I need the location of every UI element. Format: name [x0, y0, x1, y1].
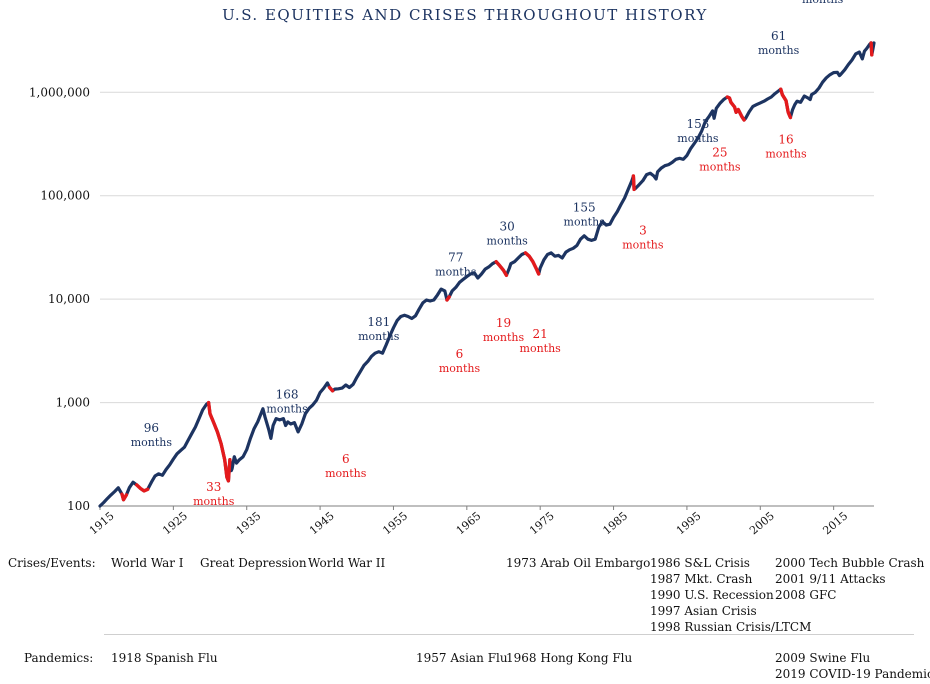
event-label: 1987 Mkt. Crash: [650, 572, 753, 586]
y-tick-label: 100: [67, 499, 90, 513]
duration-annotation-unit: months: [439, 362, 481, 375]
duration-annotation-value: 16: [778, 132, 793, 146]
duration-annotation-value: 19: [496, 316, 511, 330]
duration-annotation-unit: months: [677, 132, 719, 145]
duration-annotation-value: 153: [686, 117, 709, 131]
y-tick-label: 10,000: [48, 292, 90, 306]
duration-annotation-unit: months: [131, 436, 173, 449]
x-tick-label: 1965: [454, 509, 484, 537]
event-label: 1998 Russian Crisis/LTCM: [650, 620, 812, 634]
duration-annotation-value: 6: [342, 452, 350, 466]
duration-annotation-value: 25: [712, 145, 727, 159]
duration-annotation-value: 181: [367, 315, 390, 329]
event-label: World War II: [308, 556, 386, 570]
duration-annotation-value: 155: [573, 201, 596, 215]
x-tick-label: 1995: [674, 509, 704, 537]
events-row-label: Crises/Events:: [8, 556, 96, 570]
pandemic-label: 2009 Swine Flu: [775, 651, 871, 665]
duration-annotation-unit: months: [622, 239, 664, 252]
crisis-drawdown-segment: [631, 174, 636, 192]
x-tick-label: 1935: [234, 509, 264, 537]
crisis-drawdown-segment: [779, 87, 793, 120]
event-label: 2000 Tech Bubble Crash: [775, 556, 925, 570]
event-label: 1997 Asian Crisis: [650, 604, 757, 618]
x-tick-label: 1945: [307, 509, 337, 537]
x-tick-label: 2005: [747, 509, 777, 537]
duration-annotation-unit: months: [325, 467, 367, 480]
duration-annotation-value: 96: [144, 421, 159, 435]
duration-annotation-unit: months: [487, 235, 529, 248]
duration-annotation-value: 61: [771, 29, 786, 43]
y-tick-label: 1,000: [56, 396, 90, 410]
pandemics-row-label: Pandemics:: [24, 651, 94, 665]
event-label: 1973 Arab Oil Embargo: [506, 556, 651, 570]
crisis-drawdown-segment: [120, 492, 129, 502]
duration-annotation-unit: months: [758, 44, 800, 57]
y-tick-label: 100,000: [40, 189, 90, 203]
x-tick-label: 2015: [820, 509, 850, 537]
event-label: 1986 S&L Crisis: [650, 556, 750, 570]
duration-annotation-value: 30: [500, 220, 515, 234]
duration-annotation-unit: months: [358, 330, 400, 343]
duration-annotation-unit: months: [520, 342, 562, 355]
event-label: Great Depression: [200, 556, 307, 570]
duration-annotation-unit: months: [435, 266, 477, 279]
x-tick-label: 1955: [380, 509, 410, 537]
chart-title: U.S. EQUITIES AND CRISES THROUGHOUT HIST…: [222, 6, 708, 24]
duration-annotation-unit: months: [266, 402, 308, 415]
pandemic-label: 1957 Asian Flu: [416, 651, 508, 665]
x-tick-label: 1975: [527, 509, 557, 537]
pandemic-label: 1918 Spanish Flu: [111, 651, 218, 665]
crisis-drawdown-segment: [134, 483, 150, 493]
pandemic-label: 1968 Hong Kong Flu: [506, 651, 633, 665]
crisis-drawdown-segment: [327, 385, 335, 393]
crisis-drawdown-segment: [206, 400, 232, 483]
section-divider: [104, 634, 914, 635]
duration-annotation-value: 3: [639, 224, 647, 238]
crisis-drawdown-segment: [725, 95, 746, 122]
duration-annotation-unit: months: [483, 331, 525, 344]
duration-annotation-unit: months: [564, 216, 606, 229]
duration-annotation-value: 21: [533, 327, 548, 341]
duration-annotation-value: 77: [448, 251, 463, 265]
event-label: 1990 U.S. Recession: [650, 588, 774, 602]
y-tick-label: 1,000,000: [29, 85, 90, 99]
x-tick-label: 1985: [600, 509, 630, 537]
duration-annotation-value: 33: [206, 480, 221, 494]
duration-annotation-value: 168: [276, 387, 299, 401]
duration-annotation-value: 6: [456, 347, 464, 361]
crisis-drawdown-segment: [523, 251, 541, 276]
crisis-drawdown-segment: [869, 41, 874, 57]
duration-annotation-unit: months: [699, 160, 741, 173]
x-tick-label: 1915: [87, 509, 117, 537]
event-label: 2001 9/11 Attacks: [775, 572, 886, 586]
duration-annotation-unit: months: [193, 495, 235, 508]
event-label: World War I: [111, 556, 184, 570]
crisis-drawdown-segment: [494, 260, 509, 277]
pandemic-label: 2019 COVID-19 Pandemic: [775, 667, 930, 681]
crisis-drawdown-segment: [445, 295, 451, 302]
duration-annotation-unit: months: [765, 147, 807, 160]
x-tick-label: 1925: [160, 509, 190, 537]
duration-annotation-unit: months: [802, 0, 844, 6]
equity-series-line: [98, 41, 876, 508]
event-label: 2008 GFC: [775, 588, 837, 602]
